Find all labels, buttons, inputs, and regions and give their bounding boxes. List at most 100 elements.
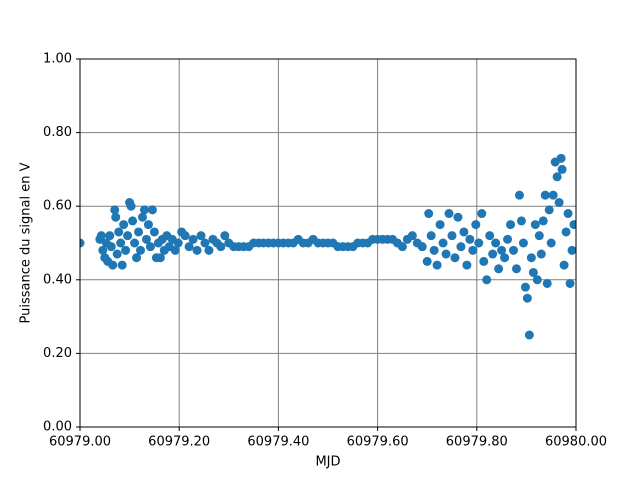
data-point: [538, 216, 548, 226]
data-point: [192, 245, 202, 255]
data-point: [216, 242, 226, 252]
data-point: [112, 249, 122, 259]
data-point: [130, 238, 140, 248]
data-point: [520, 282, 530, 292]
data-point: [429, 245, 439, 255]
data-point: [524, 330, 534, 340]
data-point: [134, 227, 144, 237]
data-point: [503, 234, 513, 244]
data-point: [462, 260, 472, 270]
data-point: [477, 209, 487, 219]
data-point: [128, 216, 138, 226]
data-point: [500, 253, 510, 263]
data-point: [556, 153, 566, 163]
data-point: [536, 249, 546, 259]
data-point: [80, 238, 85, 248]
data-point: [180, 231, 190, 241]
data-point: [459, 227, 469, 237]
data-point: [444, 209, 454, 219]
data-point: [561, 227, 571, 237]
data-point: [114, 227, 124, 237]
data-point: [220, 231, 230, 241]
data-point: [188, 234, 198, 244]
data-point: [546, 238, 556, 248]
y-axis-label: Puissance du signal en V: [19, 162, 34, 323]
data-point: [117, 260, 127, 270]
data-point: [417, 242, 427, 252]
data-point: [141, 234, 151, 244]
data-point: [438, 238, 448, 248]
data-point: [465, 234, 475, 244]
data-point: [557, 164, 567, 174]
data-point: [98, 245, 108, 255]
data-point: [200, 238, 210, 248]
y-tick-label: 0.80: [43, 125, 72, 140]
data-point: [108, 260, 118, 270]
data-point: [422, 256, 432, 266]
data-point: [132, 253, 142, 263]
data-point: [450, 253, 460, 263]
data-point: [149, 227, 159, 237]
data-point: [471, 220, 481, 230]
data-point: [456, 242, 466, 252]
data-point: [196, 231, 206, 241]
data-point: [123, 231, 133, 241]
y-tick-label: 0.60: [43, 199, 72, 214]
data-point: [204, 245, 214, 255]
data-point: [155, 253, 165, 263]
x-tick-label: 60980.00: [545, 435, 607, 450]
data-point: [441, 249, 451, 259]
data-point: [516, 216, 526, 226]
x-tick-label: 60979.20: [148, 435, 210, 450]
data-point: [528, 267, 538, 277]
data-point: [96, 231, 106, 241]
data-point: [432, 260, 442, 270]
data-point: [474, 238, 484, 248]
data-point: [530, 220, 540, 230]
data-point: [511, 264, 521, 274]
data-point: [497, 245, 507, 255]
y-tick-label: 0.20: [43, 346, 72, 361]
data-point: [540, 190, 550, 200]
data-point: [407, 231, 417, 241]
points: [80, 153, 576, 340]
x-tick-label: 60979.80: [446, 435, 508, 450]
data-point: [488, 249, 498, 259]
data-point: [567, 245, 576, 255]
data-point: [559, 260, 569, 270]
y-tick-label: 1.00: [43, 52, 72, 67]
x-tick-label: 60979.00: [49, 435, 111, 450]
plot-frame: [79, 58, 577, 428]
data-point: [424, 209, 434, 219]
y-tick-label: 0.40: [43, 272, 72, 287]
data-point: [569, 220, 576, 230]
x-tick-label: 60979.60: [347, 435, 409, 450]
data-point: [143, 220, 153, 230]
data-point: [494, 264, 504, 274]
data-point: [126, 201, 136, 211]
data-point: [565, 278, 575, 288]
data-point: [522, 293, 532, 303]
data-point: [506, 220, 516, 230]
data-point: [479, 256, 489, 266]
data-point: [136, 245, 146, 255]
data-point: [544, 205, 554, 215]
data-point: [173, 238, 183, 248]
data-point: [514, 190, 524, 200]
data-point: [110, 205, 120, 215]
data-point: [139, 205, 149, 215]
data-point: [468, 245, 478, 255]
data-point: [526, 253, 536, 263]
data-point: [137, 212, 147, 222]
data-point: [548, 190, 558, 200]
data-point: [534, 231, 544, 241]
data-point: [485, 231, 495, 241]
data-point: [435, 220, 445, 230]
data-point: [518, 238, 528, 248]
ticks: 60979.00 60979.20 60979.40 60979.60 60979.80…: [43, 52, 607, 450]
data-point: [491, 238, 501, 248]
data-point: [184, 242, 194, 252]
data-point: [509, 245, 519, 255]
data-point: [554, 198, 564, 208]
